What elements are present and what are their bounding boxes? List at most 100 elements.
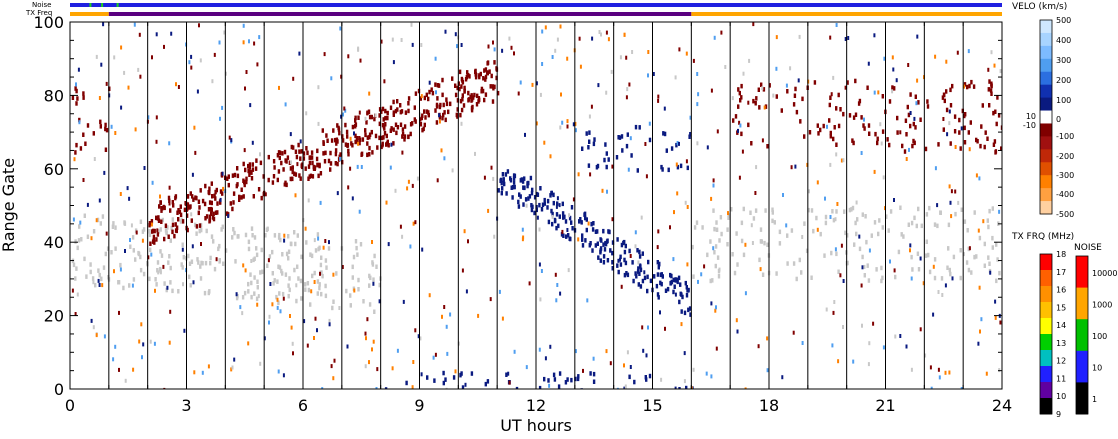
velocity-swatch xyxy=(1040,20,1052,34)
scatter-point xyxy=(828,118,831,123)
noise-fleck xyxy=(89,3,92,7)
scatter-point xyxy=(688,134,691,139)
scatter-point xyxy=(711,278,714,283)
scatter-point xyxy=(703,264,706,269)
scatter-point xyxy=(564,219,568,224)
scatter-point xyxy=(552,192,555,198)
scatter-point xyxy=(384,387,388,389)
scatter-point xyxy=(570,377,573,383)
scatter-point xyxy=(626,132,629,137)
scatter-point xyxy=(883,56,886,61)
scatter-point xyxy=(102,265,106,270)
scatter-point xyxy=(76,96,79,101)
scatter-point xyxy=(536,192,540,197)
scatter-point xyxy=(451,76,454,81)
scatter-point xyxy=(854,78,857,84)
scatter-point xyxy=(322,245,325,250)
scatter-point xyxy=(506,169,510,174)
scatter-point xyxy=(994,149,998,154)
scatter-point xyxy=(373,309,376,314)
scatter-point xyxy=(786,233,789,238)
scatter-point xyxy=(610,69,613,74)
scatter-point xyxy=(289,166,293,171)
scatter-point xyxy=(603,247,607,252)
scatter-point xyxy=(100,276,103,282)
scatter-point xyxy=(669,225,671,230)
scatter-point xyxy=(284,102,287,107)
scatter-point xyxy=(248,165,251,170)
scatter-point xyxy=(842,279,845,283)
scatter-point xyxy=(310,150,314,155)
scatter-point xyxy=(867,362,870,367)
scatter-point xyxy=(628,248,631,254)
scatter-point xyxy=(272,174,276,179)
scatter-point xyxy=(543,197,546,203)
scatter-point xyxy=(345,288,348,294)
scatter-point xyxy=(731,96,734,101)
scatter-point xyxy=(840,243,843,248)
scatter-point xyxy=(808,130,812,135)
velocity-tick-label: 400 xyxy=(1056,36,1071,45)
scatter-point xyxy=(862,123,865,128)
scatter-point xyxy=(927,252,930,258)
scatter-point xyxy=(637,266,640,271)
scatter-point xyxy=(502,177,505,182)
scatter-point xyxy=(443,305,446,309)
scatter-point xyxy=(795,109,799,115)
scatter-point xyxy=(194,150,197,155)
scatter-point xyxy=(864,214,867,219)
scatter-point xyxy=(102,22,105,27)
scatter-point xyxy=(224,71,227,76)
scatter-point xyxy=(132,277,136,282)
scatter-point xyxy=(581,243,585,248)
scatter-point xyxy=(528,194,532,199)
scatter-point xyxy=(162,264,165,269)
scatter-point xyxy=(566,377,569,382)
scatter-point xyxy=(276,297,279,302)
scatter-point xyxy=(221,224,224,230)
scatter-point xyxy=(325,265,328,270)
scatter-point xyxy=(183,207,187,213)
scatter-point xyxy=(531,82,534,87)
scatter-point xyxy=(283,149,287,155)
scatter-point xyxy=(916,78,919,83)
scatter-point xyxy=(873,169,876,174)
scatter-point xyxy=(761,138,764,143)
scatter-point xyxy=(710,88,713,93)
scatter-point xyxy=(510,45,513,50)
scatter-point xyxy=(683,351,686,356)
scatter-point xyxy=(829,162,832,167)
scatter-point xyxy=(798,257,801,263)
scatter-point xyxy=(555,204,558,209)
scatter-point xyxy=(957,200,960,205)
scatter-point xyxy=(454,369,457,374)
scatter-point xyxy=(268,314,271,319)
velocity-tick-label: -300 xyxy=(1056,171,1074,180)
scatter-point xyxy=(239,305,242,310)
scatter-point xyxy=(165,230,168,235)
scatter-point xyxy=(515,386,519,389)
scatter-point xyxy=(392,127,395,132)
scatter-point xyxy=(882,175,885,180)
scatter-point xyxy=(305,240,308,245)
scatter-point xyxy=(889,209,893,214)
scatter-point xyxy=(592,379,596,384)
scatter-point xyxy=(298,173,301,178)
scatter-point xyxy=(505,372,508,377)
scatter-point xyxy=(304,282,307,287)
scatter-point xyxy=(554,218,557,224)
scatter-point xyxy=(990,81,993,86)
scatter-point xyxy=(114,344,117,349)
scatter-point xyxy=(104,251,107,257)
scatter-point xyxy=(701,225,704,230)
txfreq-swatch xyxy=(1040,366,1052,383)
scatter-point xyxy=(74,239,77,244)
scatter-point xyxy=(870,233,873,238)
scatter-point xyxy=(714,244,718,249)
scatter-point xyxy=(676,141,679,145)
scatter-point xyxy=(598,30,601,34)
scatter-point xyxy=(358,136,361,141)
scatter-point xyxy=(329,161,333,166)
